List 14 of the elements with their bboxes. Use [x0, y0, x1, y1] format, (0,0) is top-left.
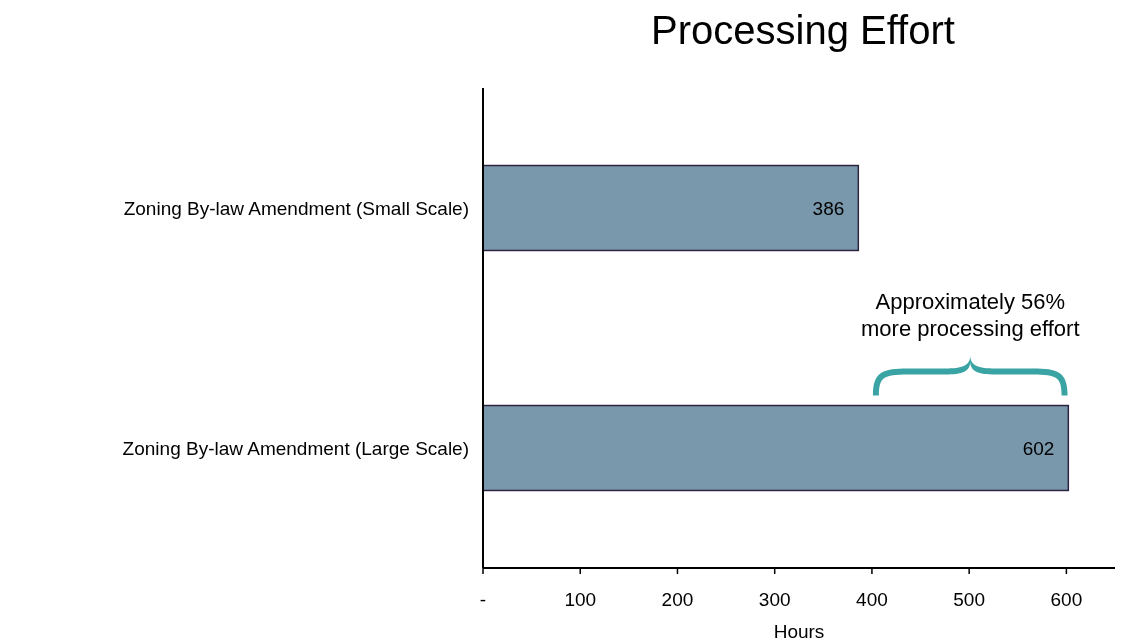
data-label: 602 [1022, 437, 1055, 459]
x-tick-label: 400 [856, 589, 888, 610]
chart-title: Processing Effort [651, 8, 955, 52]
data-label: 386 [812, 197, 845, 219]
x-tick-label: 200 [661, 589, 694, 610]
x-tick-label: 100 [564, 589, 597, 610]
x-tick-label: 500 [953, 589, 986, 610]
x-tick-label: - [479, 589, 487, 610]
x-tick-label: 300 [758, 589, 791, 610]
x-tick-label: 600 [1050, 589, 1083, 610]
x-axis-title: Hours [773, 621, 825, 642]
y-tick-label: Zoning By-law Amendment (Large Scale) [122, 437, 469, 459]
y-tick-label: Zoning By-law Amendment (Small Scale) [123, 197, 469, 219]
annotation: Approximately 56% more processing effort [861, 288, 1080, 341]
